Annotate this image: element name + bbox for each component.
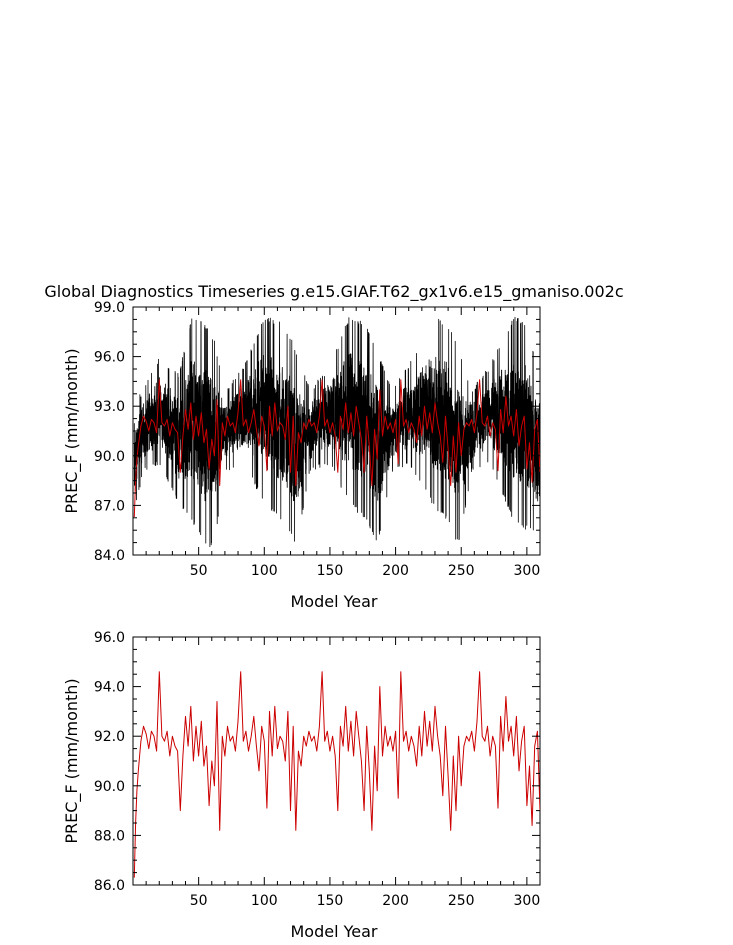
bottom-y-tick-label: 86.0	[94, 878, 125, 894]
chart-title: Global Diagnostics Timeseries g.e15.GIAF…	[44, 282, 623, 302]
bottom-series-group	[133, 671, 540, 878]
bottom-y-tick-label: 94.0	[94, 680, 125, 696]
bottom-x-tick-label: 100	[251, 893, 278, 909]
bottom-x-axis-label: Model Year	[291, 922, 378, 941]
top-y-tick-label: 87.0	[94, 498, 125, 514]
bottom-y-tick-label: 88.0	[94, 828, 125, 844]
bottom-y-tick-label: 90.0	[94, 779, 125, 795]
top-axes-group: 50 100 150 200 250 300 84.0 87.0 90.0 93.0 96.0 99.…	[94, 300, 540, 579]
bottom-y-tick-label: 92.0	[94, 729, 125, 745]
bottom-series-line-0	[133, 671, 540, 878]
bottom-x-tick-label: 50	[190, 893, 208, 909]
bottom-y-axis-label: PREC_F (mm/month)	[62, 678, 82, 843]
top-y-axis-label: PREC_F (mm/month)	[62, 348, 82, 513]
top-y-tick-label: 90.0	[94, 449, 125, 465]
top-series-group	[133, 316, 540, 548]
bottom-x-tick-label: 300	[514, 893, 541, 909]
top-y-tick-label: 84.0	[94, 548, 125, 564]
bottom-y-tick-label: 96.0	[94, 630, 125, 646]
top-x-axis-label: Model Year	[291, 592, 378, 611]
top-y-tick-label: 93.0	[94, 399, 125, 415]
top-series-line-0	[133, 316, 540, 548]
bottom-x-tick-label: 200	[382, 893, 409, 909]
top-x-tick-label: 50	[190, 563, 208, 579]
top-series-line-1	[133, 379, 540, 518]
bottom-plot-frame	[132, 636, 541, 886]
top-x-tick-label: 200	[382, 563, 409, 579]
bottom-axes-group: 50 100 150 200 250 300 86.0 88.0 90.0 92.0 94.0 96.…	[94, 630, 540, 909]
top-x-tick-label: 250	[448, 563, 475, 579]
bottom-x-tick-label: 250	[448, 893, 475, 909]
top-x-tick-label: 300	[514, 563, 541, 579]
top-y-tick-label: 99.0	[94, 300, 125, 316]
top-y-tick-label: 96.0	[94, 350, 125, 366]
top-chart: 50 100 150 200 250 300 84.0 87.0 90.0 93.0 96.0 99.…	[62, 300, 541, 611]
bottom-x-tick-label: 150	[317, 893, 344, 909]
bottom-chart: 50 100 150 200 250 300 86.0 88.0 90.0 92.0 94.0 96.…	[62, 630, 541, 941]
top-x-tick-label: 100	[251, 563, 278, 579]
top-x-tick-label: 150	[317, 563, 344, 579]
